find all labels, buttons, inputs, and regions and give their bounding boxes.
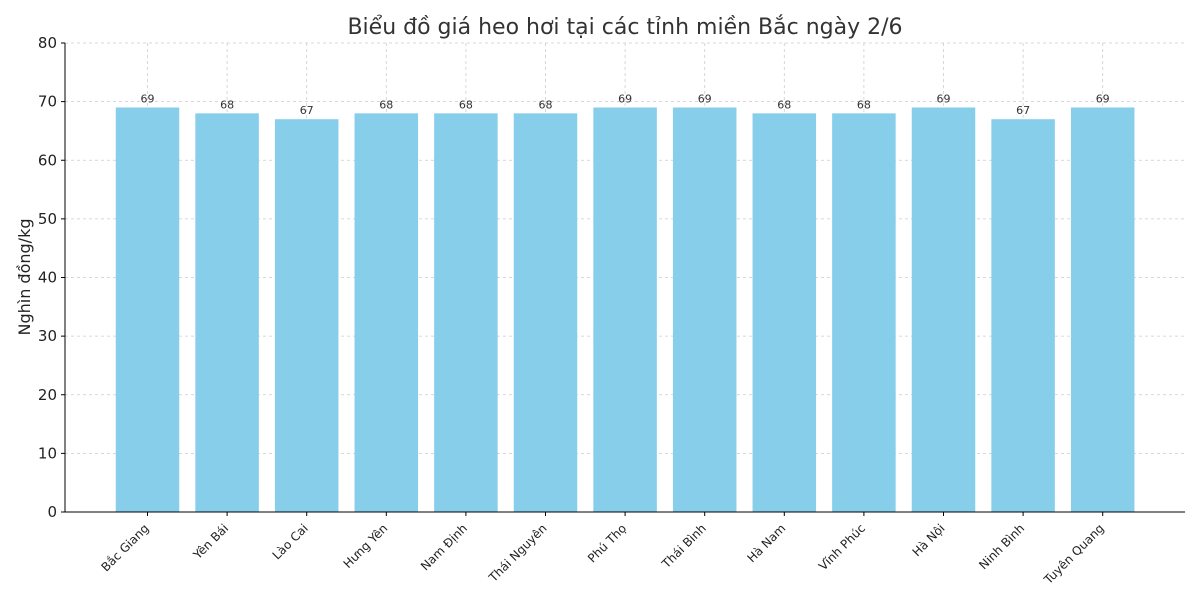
x-tick-label: Hà Nam <box>744 521 788 565</box>
bar <box>832 113 896 512</box>
x-tick-label: Tuyên Quang <box>1041 521 1107 587</box>
bar <box>274 119 339 513</box>
data-labels: 69 68 67 68 68 68 69 69 68 68 69 67 69 <box>141 92 1110 117</box>
bar <box>513 113 578 512</box>
bar-value-label: 67 <box>300 104 314 117</box>
y-tick-label: 80 <box>38 34 57 52</box>
bars <box>115 107 1135 513</box>
bar-value-label: 69 <box>618 92 632 105</box>
bar <box>115 107 180 513</box>
y-tick-label: 0 <box>47 503 57 521</box>
x-tick-label: Phú Thọ <box>585 521 629 565</box>
x-tick-label: Hưng Yên <box>341 521 391 571</box>
bar-value-label: 68 <box>459 98 473 111</box>
x-tick-label: Lào Cai <box>270 521 311 562</box>
bar-value-label: 68 <box>857 98 871 111</box>
bar-value-label: 68 <box>379 98 393 111</box>
y-tick-label: 60 <box>38 151 57 169</box>
bar <box>911 107 976 513</box>
bar <box>1070 107 1135 513</box>
x-tick-label: Ninh Bình <box>976 521 1027 572</box>
bar <box>434 113 498 512</box>
y-tick-label: 50 <box>38 210 57 228</box>
bar-value-label: 69 <box>1096 92 1110 105</box>
y-tick-labels: 0 10 20 30 40 50 60 70 80 <box>38 34 65 521</box>
y-tick-label: 20 <box>38 386 57 404</box>
x-tick-label: Yên Bái <box>190 521 231 562</box>
bar <box>593 107 657 513</box>
x-tick-label: Nam Định <box>418 521 470 573</box>
bar-value-label: 69 <box>698 92 712 105</box>
bar <box>354 113 419 512</box>
bar-value-label: 68 <box>539 98 553 111</box>
y-tick-label: 70 <box>38 93 57 111</box>
x-tick-label: Bắc Giang <box>98 521 151 574</box>
bar-value-label: 68 <box>777 98 791 111</box>
x-tick-labels: Bắc Giang Yên Bái Lào Cai Hưng Yên Nam Định T… <box>98 512 1107 587</box>
chart-title: Biểu đồ giá heo hơi tại các tỉnh miền Bắ… <box>347 15 902 40</box>
bar-value-label: 69 <box>141 92 155 105</box>
y-axis-label: Nghìn đồng/kg <box>15 219 34 336</box>
bar-value-label: 67 <box>1016 104 1030 117</box>
y-tick-label: 10 <box>38 444 57 462</box>
x-tick-label: Vĩnh Phúc <box>816 521 868 573</box>
x-tick-label: Thái Bình <box>658 521 708 571</box>
y-tick-label: 40 <box>38 269 57 287</box>
bar <box>991 119 1055 513</box>
x-tick-label: Hà Nội <box>910 521 948 559</box>
bar <box>195 113 259 512</box>
bar <box>672 107 737 513</box>
bar <box>752 113 817 512</box>
y-tick-label: 30 <box>38 327 57 345</box>
bar-value-label: 69 <box>937 92 951 105</box>
x-tick-label: Thái Nguyên <box>485 521 549 585</box>
bar-value-label: 68 <box>220 98 234 111</box>
